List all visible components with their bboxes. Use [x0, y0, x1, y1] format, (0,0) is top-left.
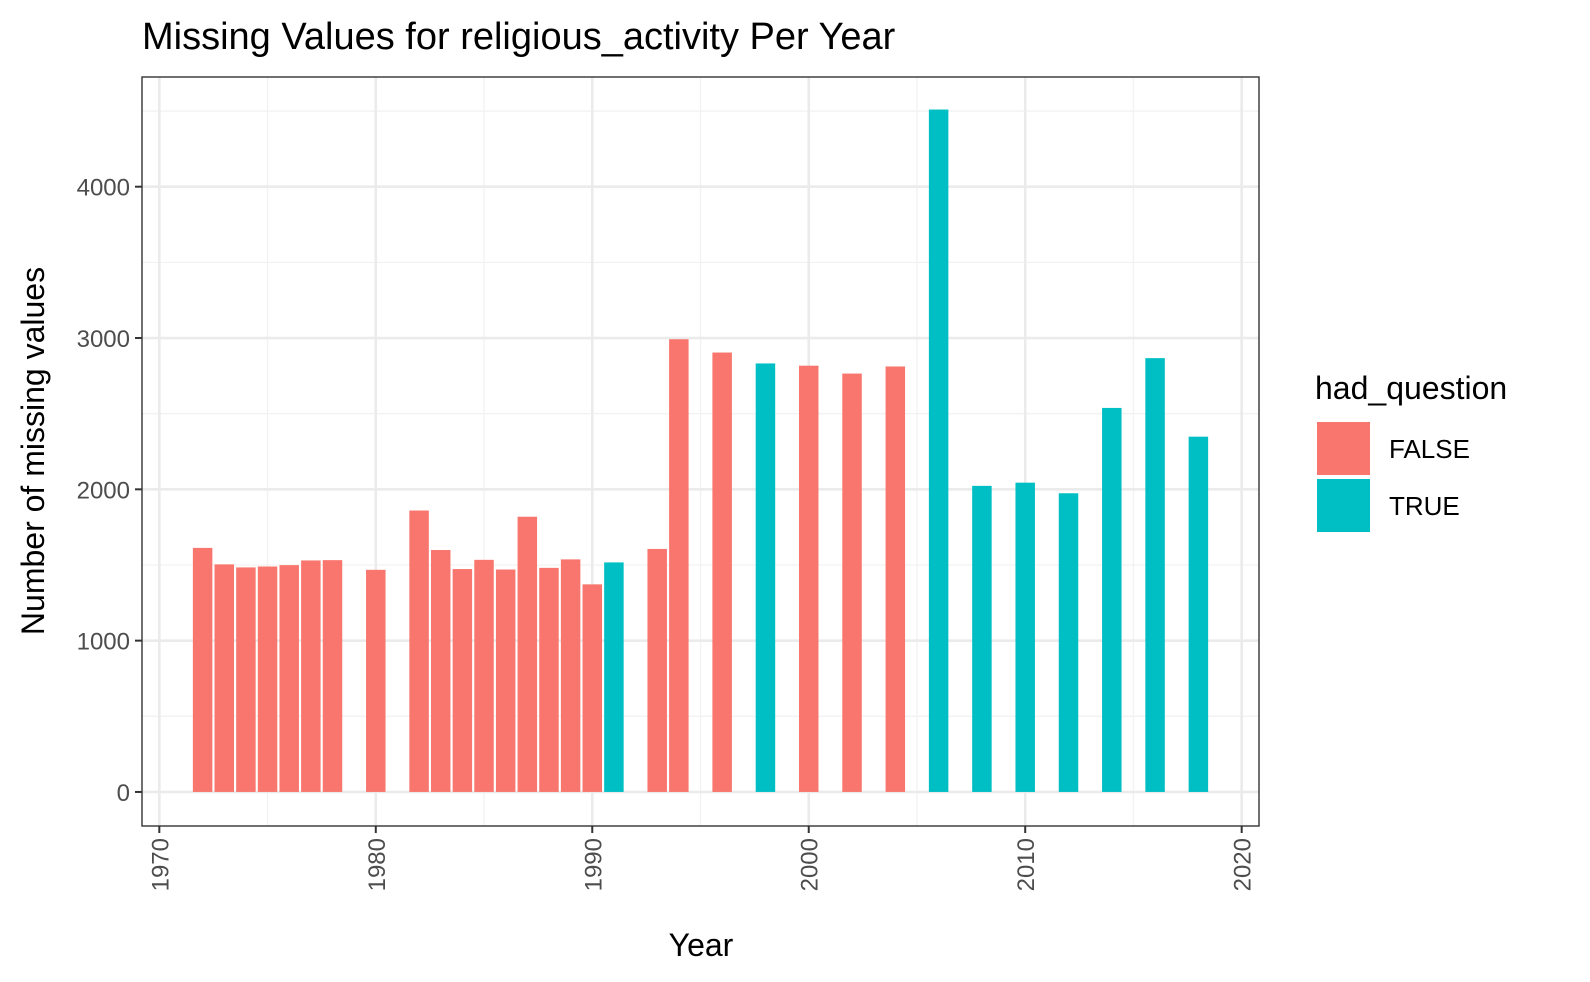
panel-border [141, 76, 1260, 827]
bar-false-1989 [560, 559, 581, 792]
x-tick-label: 2020 [1230, 838, 1257, 891]
bar-true-2010 [1015, 482, 1035, 792]
bar-false-1987 [517, 516, 538, 792]
bar-true-2008 [972, 485, 992, 792]
y-tick-label: 0 [117, 780, 130, 807]
bar-false-1977 [301, 560, 321, 792]
bar-true-2012 [1058, 493, 1079, 792]
bar-true-1998 [755, 363, 776, 792]
bar-false-1994 [669, 339, 689, 792]
y-tick-label: 1000 [77, 629, 130, 656]
bar-false-1976 [279, 565, 299, 792]
x-tick-label: 2010 [1013, 838, 1040, 891]
bar-false-1990 [582, 584, 603, 792]
bar-false-1972 [192, 547, 213, 792]
bar-false-1973 [214, 564, 235, 792]
y-tick-label: 2000 [77, 477, 130, 504]
bar-true-2014 [1102, 407, 1122, 792]
plot-area: 1970 1980 1990 2000 2010 2020 0 1000 2000 3000 400… [77, 76, 1260, 891]
bar-false-1993 [647, 548, 667, 792]
bar-false-1996 [712, 352, 732, 792]
bar-false-1974 [236, 567, 256, 792]
bar-true-2018 [1188, 436, 1209, 792]
bar-false-2000 [798, 365, 819, 792]
x-tick-label: 2000 [797, 838, 824, 891]
chart-title: Missing Values for religious_activity Pe… [142, 16, 896, 58]
y-tick-label: 4000 [77, 175, 130, 202]
bar-false-1988 [539, 567, 559, 792]
bar-true-2006 [928, 109, 949, 792]
legend-label-true: TRUE [1389, 491, 1460, 521]
x-axis-title: Year [669, 927, 734, 963]
legend-label-false: FALSE [1389, 434, 1470, 464]
y-axis-title: Number of missing values [15, 267, 51, 635]
bar-false-1978 [322, 560, 343, 792]
x-tick-label: 1990 [580, 838, 607, 891]
bar-false-2002 [842, 373, 862, 792]
bar-false-2004 [885, 366, 906, 792]
bar-true-1991 [604, 562, 624, 792]
legend-key-true [1317, 479, 1370, 532]
legend: had_question FALSE TRUE [1315, 370, 1507, 532]
bar-false-1980 [366, 569, 386, 792]
bar-true-2016 [1145, 358, 1165, 792]
bar-false-1975 [257, 566, 278, 792]
y-tick-label: 3000 [77, 326, 130, 353]
bar-false-1986 [495, 569, 516, 792]
x-tick-label: 1980 [364, 838, 391, 891]
bar-false-1985 [474, 559, 494, 792]
bar-false-1982 [409, 510, 429, 792]
legend-title: had_question [1315, 370, 1507, 406]
bar-false-1984 [452, 569, 473, 792]
x-tick-label: 1970 [147, 838, 174, 891]
bar-false-1983 [430, 550, 451, 792]
legend-key-false [1317, 422, 1370, 475]
